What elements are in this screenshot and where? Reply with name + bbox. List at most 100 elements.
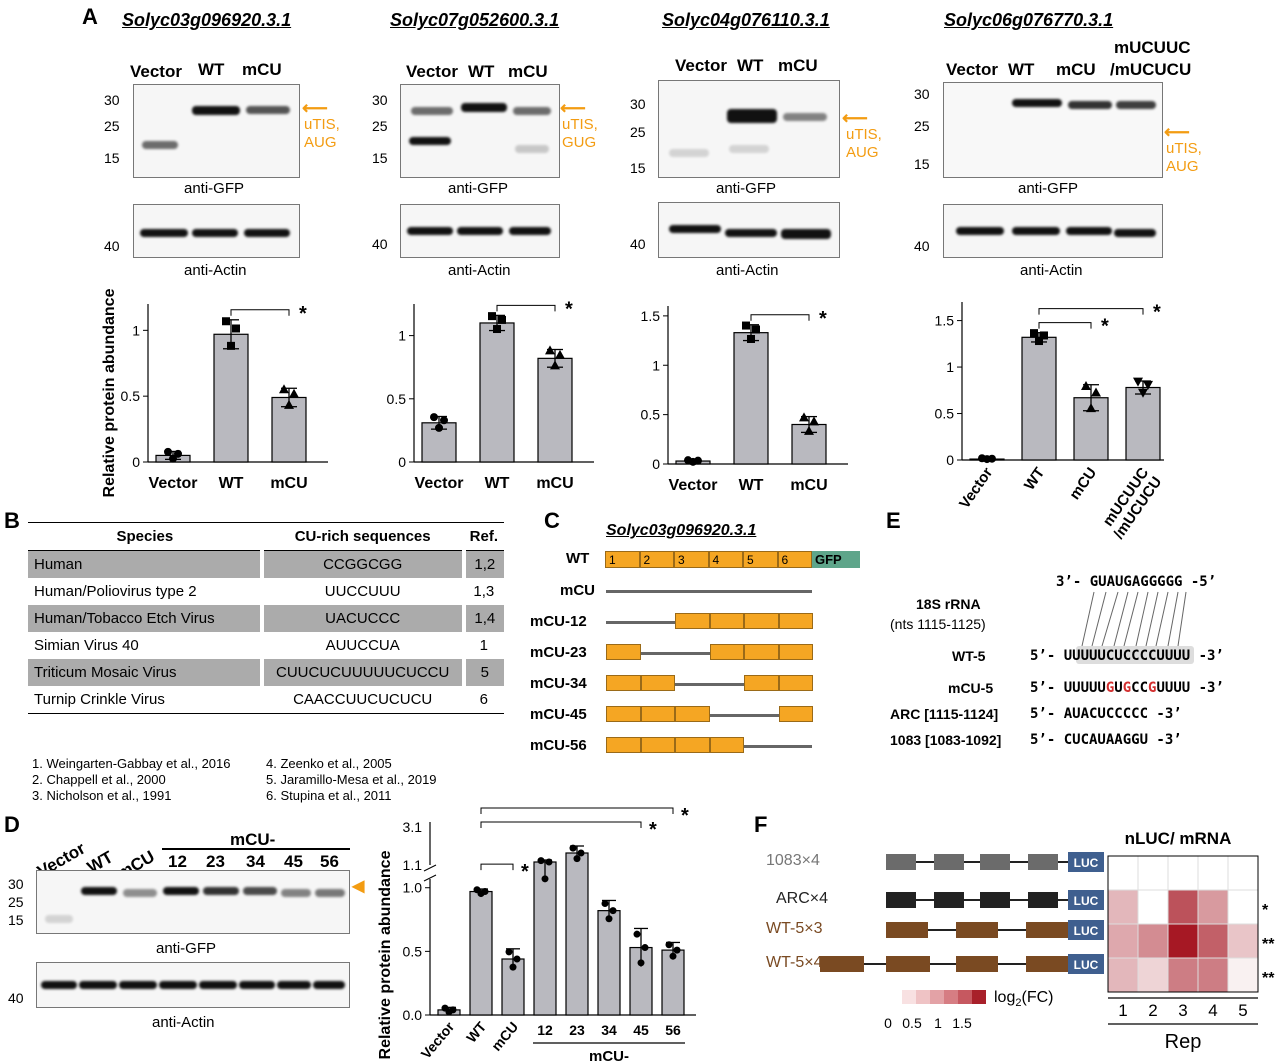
heatmap-cell [1227,855,1259,891]
lane-vector: Vector [130,62,182,81]
mw-25: 25 [8,894,24,910]
x-tick-label: 23 [569,1022,585,1038]
ref-cell: 6 [479,691,488,708]
gfp-tag: GFP [812,551,860,568]
mw-30: 30 [372,92,388,108]
x-tick-label: WT [739,477,764,494]
actin-blot-3 [658,202,840,258]
bar [479,322,515,463]
replicate-point [689,457,697,466]
lane-mucuuc: mUCUUC [1114,38,1191,57]
heatmap-cell [1227,923,1259,959]
legend-tick: 1 [934,1015,942,1031]
replicate-point [513,955,521,963]
replicate-point [1138,388,1148,398]
gfp-blot-1 [133,84,300,178]
x-tick-label: Vector [149,475,198,492]
anti-gfp-label: anti-GFP [1018,180,1079,197]
bar [565,852,589,1016]
exon-segment [709,613,744,629]
lane-mcu: mCU [242,60,282,79]
replicate-point [545,858,553,866]
replicate-point [435,423,443,432]
gfp-blot-3 [658,80,840,178]
heatmap-cell [1227,957,1259,993]
lane-vector: Vector [406,62,458,81]
arc-sequence: 5’- AUACUCCCCC -3’ [1030,706,1182,722]
lane-wt: WT [737,56,764,75]
anti-gfp-label: anti-GFP [156,940,217,957]
mw-15: 15 [914,156,930,172]
replicate-point [569,844,577,852]
lane-wt: WT [1008,60,1035,79]
construct-list: mCU mCU-12 mCU-23 mCU-34 mCU-45 mCU-56 [530,580,870,770]
y-tick-label: 1 [946,359,954,375]
replicate-point [1035,337,1043,346]
luc-label: LUC [1074,958,1099,972]
replicate-point [541,875,549,883]
x-tick-label: mCU [536,475,573,492]
species-cell: Simian Virus 40 [34,637,139,654]
y-tick-label: 0 [946,452,954,468]
heatmap-cell [1167,923,1199,959]
heatmap-cell [1197,855,1229,891]
anti-gfp-label: anti-GFP [448,180,509,197]
anti-gfp-label: anti-GFP [184,180,245,197]
exon-segment [606,737,641,753]
replicate-point [289,388,299,398]
utis-label-4: uTIS, AUG [1166,140,1202,175]
bar-chart-a3: 0 0.5 1 1.5 Vector WT mCU * [641,306,848,494]
legend-swatch [916,990,930,1004]
replicate-point [498,315,506,324]
mw-25: 25 [104,118,120,134]
group-bracket [162,848,350,850]
y-tick-label: 1.1 [403,857,423,873]
arrow-icon: ⟵ [842,108,868,128]
panel-f-letter: F [754,812,768,837]
legend-swatch [902,990,916,1004]
exon-segment [606,644,641,660]
bar [597,910,621,1016]
legend-swatch [930,990,944,1004]
gfp-blot-d [36,870,350,934]
bar [1021,336,1057,461]
exon-segment [640,737,675,753]
species-cell: Turnip Crinkle Virus [34,691,165,708]
replicate-point [809,416,819,426]
label-1083: 1083 [1083-1092] [890,732,1002,748]
y-tick-label: 0 [652,456,660,472]
significance-star: * [299,303,307,325]
replicate-point [227,341,235,350]
utis-label-2: uTIS, GUG [562,116,598,151]
table-row: Human/Tobacco Etch Virus UACUCCC 1,4 [28,605,504,632]
replicate-point [573,855,581,863]
sequence-cell: AUUCCUA [325,637,400,654]
group-label-mcu: mCU- [230,830,276,849]
sequence-cell: CUUCUCUUUUUCUCCU [261,659,466,686]
mw-40: 40 [372,236,388,252]
luc-label: LUC [1074,924,1099,938]
bar [733,332,769,465]
table-row: Human CCGGCGG 1,2 [28,550,504,578]
sub-lane-23: 23 [206,852,225,871]
deletion-line [606,590,812,593]
construct-gene-title: Solyc03g096920.3.1 [606,522,757,539]
mw-15: 15 [8,912,24,928]
bar-chart-a4: 0 0.5 1 1.5 Vector WT mCU mUCUUC/mUCUCU * * [935,302,1164,542]
replicate-point [1030,329,1038,338]
x-tick-label: WT [485,475,510,492]
exon-segment [744,613,779,629]
rrna-sub-label: (nts 1115-1125) [890,616,986,632]
significance-bracket [1038,322,1092,329]
replicate-point [637,959,645,967]
replicate-point [1143,380,1153,390]
arrow-icon: ⟵ [302,98,328,118]
species-cell: Human/Tobacco Etch Virus [28,605,264,632]
replicate-point [222,317,230,326]
construct-wt5x4-label: WT-5×4 [766,954,823,971]
legend-tick: 0.5 [902,1015,922,1031]
replicate-point [1086,403,1096,413]
replicate-point [509,963,517,971]
mcu5-label: mCU-5 [948,680,994,696]
x-tick-label: 56 [665,1022,681,1038]
